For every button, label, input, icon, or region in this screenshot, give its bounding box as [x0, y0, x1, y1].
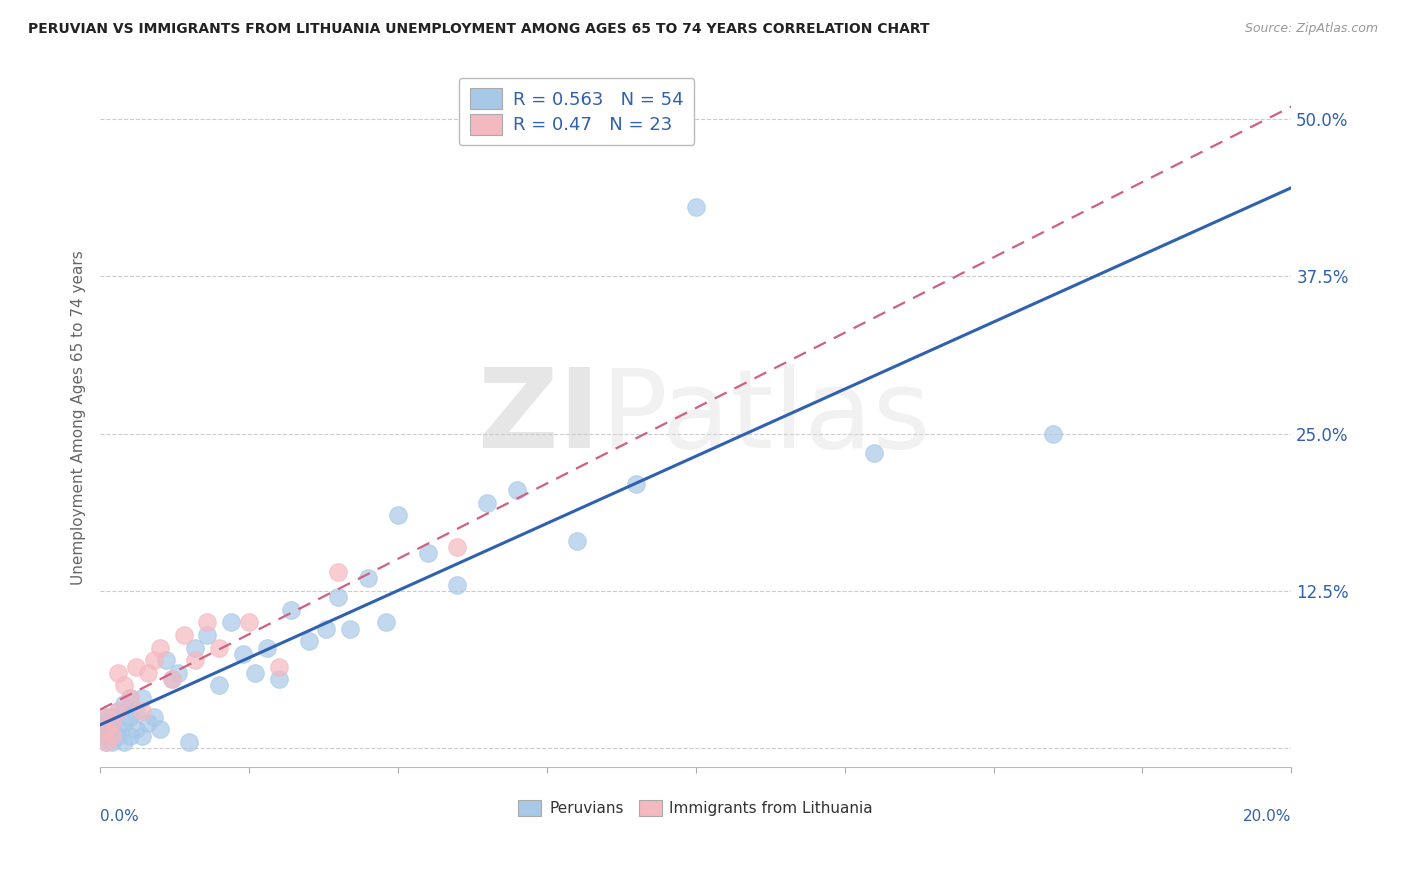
Point	[315, 622, 337, 636]
Point	[685, 200, 707, 214]
Point	[184, 640, 207, 655]
Point	[155, 653, 177, 667]
Point	[112, 716, 135, 731]
Point	[256, 640, 278, 655]
Point	[232, 647, 254, 661]
Point	[118, 691, 141, 706]
Point	[101, 729, 124, 743]
Point	[416, 546, 439, 560]
Point	[94, 710, 117, 724]
Point	[94, 729, 117, 743]
Text: ZI: ZI	[478, 365, 600, 471]
Legend: Peruvians, Immigrants from Lithuania: Peruvians, Immigrants from Lithuania	[512, 794, 879, 822]
Point	[101, 729, 124, 743]
Point	[195, 628, 218, 642]
Point	[357, 571, 380, 585]
Point	[339, 622, 361, 636]
Y-axis label: Unemployment Among Ages 65 to 74 years: Unemployment Among Ages 65 to 74 years	[72, 251, 86, 585]
Point	[565, 533, 588, 548]
Point	[477, 496, 499, 510]
Point	[166, 665, 188, 680]
Point	[131, 704, 153, 718]
Point	[94, 735, 117, 749]
Point	[112, 735, 135, 749]
Text: Source: ZipAtlas.com: Source: ZipAtlas.com	[1244, 22, 1378, 36]
Point	[208, 640, 231, 655]
Point	[112, 698, 135, 712]
Point	[94, 723, 117, 737]
Point	[179, 735, 201, 749]
Point	[328, 565, 350, 579]
Point	[125, 723, 148, 737]
Point	[107, 723, 129, 737]
Point	[387, 508, 409, 523]
Point	[506, 483, 529, 498]
Point	[131, 729, 153, 743]
Point	[160, 672, 183, 686]
Point	[149, 723, 172, 737]
Point	[107, 704, 129, 718]
Point	[125, 704, 148, 718]
Text: PERUVIAN VS IMMIGRANTS FROM LITHUANIA UNEMPLOYMENT AMONG AGES 65 TO 74 YEARS COR: PERUVIAN VS IMMIGRANTS FROM LITHUANIA UN…	[28, 22, 929, 37]
Point	[101, 735, 124, 749]
Text: 20.0%: 20.0%	[1243, 809, 1291, 824]
Point	[112, 678, 135, 692]
Point	[94, 716, 117, 731]
Point	[125, 659, 148, 673]
Point	[208, 678, 231, 692]
Point	[267, 672, 290, 686]
Point	[118, 691, 141, 706]
Text: 0.0%: 0.0%	[100, 809, 139, 824]
Point	[142, 710, 165, 724]
Text: Patlas: Patlas	[600, 365, 931, 471]
Point	[446, 540, 468, 554]
Point	[297, 634, 319, 648]
Point	[195, 615, 218, 630]
Point	[267, 659, 290, 673]
Point	[173, 628, 195, 642]
Point	[94, 723, 117, 737]
Point	[863, 445, 886, 459]
Point	[101, 716, 124, 731]
Point	[280, 603, 302, 617]
Point	[328, 591, 350, 605]
Point	[136, 716, 159, 731]
Point	[131, 691, 153, 706]
Point	[136, 665, 159, 680]
Point	[624, 477, 647, 491]
Point	[107, 704, 129, 718]
Point	[375, 615, 398, 630]
Point	[118, 710, 141, 724]
Point	[243, 665, 266, 680]
Point	[1042, 426, 1064, 441]
Point	[184, 653, 207, 667]
Point	[446, 578, 468, 592]
Point	[107, 665, 129, 680]
Point	[94, 710, 117, 724]
Point	[101, 710, 124, 724]
Point	[94, 735, 117, 749]
Point	[149, 640, 172, 655]
Point	[101, 716, 124, 731]
Point	[160, 672, 183, 686]
Point	[238, 615, 260, 630]
Point	[118, 729, 141, 743]
Point	[142, 653, 165, 667]
Point	[107, 729, 129, 743]
Point	[219, 615, 242, 630]
